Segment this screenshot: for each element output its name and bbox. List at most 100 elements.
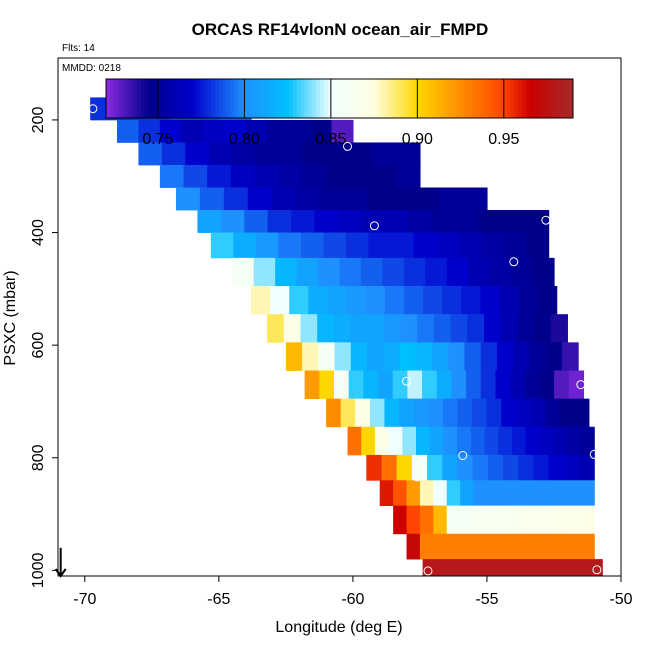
heatmap-cell — [393, 480, 408, 507]
heatmap-cell — [446, 505, 461, 535]
heatmap-cell — [224, 119, 247, 143]
x-tick-label: -65 — [207, 591, 230, 608]
colorbar-swatch — [537, 79, 543, 118]
heatmap-cell — [319, 370, 335, 400]
heatmap-cell — [232, 142, 257, 166]
heatmap-cell — [483, 314, 502, 343]
heatmap-cell — [580, 480, 595, 507]
colorbar-swatch — [518, 79, 523, 118]
heatmap-cell — [537, 286, 558, 315]
colorbar-swatch — [129, 79, 134, 118]
colorbar-swatch — [358, 79, 364, 118]
heatmap-cell — [304, 370, 320, 400]
colorbar-swatch — [125, 79, 130, 118]
colorbar-swatch — [172, 79, 177, 118]
heatmap-cell — [210, 232, 234, 259]
colorbar-swatch — [491, 79, 496, 118]
heatmap-cell — [486, 505, 501, 535]
data-point — [592, 565, 602, 575]
colorbar-swatch — [347, 79, 352, 118]
colorbar-swatch — [421, 79, 426, 118]
heatmap-cell — [446, 533, 461, 560]
colorbar-swatch — [475, 79, 481, 118]
heatmap-cell — [425, 257, 448, 287]
heatmap-cell — [501, 398, 517, 428]
heatmap-cell — [138, 142, 163, 166]
colorbar-swatch — [405, 79, 411, 118]
heatmap-cell — [334, 342, 352, 371]
heatmap-cell — [463, 187, 488, 211]
heatmap-cell — [553, 480, 568, 507]
heatmap-cell — [513, 480, 528, 507]
colorbar-swatch — [557, 79, 562, 118]
heatmap-cell — [355, 398, 371, 428]
colorbar-swatch — [378, 79, 383, 118]
colorbar-swatch — [187, 79, 193, 118]
heatmap-cell — [368, 232, 392, 259]
heatmap-cell — [498, 426, 513, 456]
heatmap-cell — [317, 314, 335, 343]
data-point — [541, 215, 551, 225]
heatmap-cell — [327, 286, 348, 315]
heatmap-cell — [433, 533, 448, 560]
heatmap-cell — [442, 454, 459, 481]
heatmap-cell — [553, 533, 568, 560]
colorbar-swatch — [362, 79, 368, 118]
heatmap-cell — [323, 232, 347, 259]
heatmap-cell — [403, 286, 424, 315]
heatmap-cell — [232, 257, 255, 287]
heatmap-cell — [251, 286, 271, 315]
heatmap-cell — [495, 370, 511, 400]
heatmap-cell — [486, 559, 501, 577]
heatmap-cell — [553, 426, 568, 456]
colorbar-swatch — [444, 79, 449, 118]
heatmap-cell — [255, 232, 279, 259]
heatmap-cell — [446, 480, 461, 507]
heatmap-cell — [436, 370, 452, 400]
colorbar-swatch — [238, 79, 243, 118]
heatmap-cell — [413, 232, 437, 259]
heatmap-cell — [517, 314, 535, 343]
heatmap-cell — [460, 505, 475, 535]
colorbar-swatch — [222, 79, 228, 118]
colorbar-swatch — [133, 79, 138, 118]
heatmap-cell — [202, 119, 225, 143]
heatmap-cell — [454, 210, 479, 233]
colorbar-swatch — [526, 79, 531, 118]
heatmap-cell — [518, 454, 535, 481]
colorbar-swatch — [316, 79, 321, 118]
heatmap-cell — [244, 210, 269, 233]
heatmap-cell — [435, 559, 449, 577]
colorbar: 0.75 0.80 0.85 0.90 0.95 — [105, 78, 574, 148]
heatmap-cell — [451, 370, 467, 400]
heatmap-cell — [527, 505, 542, 535]
heatmap-cell — [369, 398, 386, 428]
heatmap-cell — [399, 342, 417, 371]
colorbar-swatch — [308, 79, 313, 118]
heatmap-cell — [442, 286, 462, 315]
heatmap-cell — [247, 187, 273, 211]
heatmap-cell — [501, 210, 526, 233]
heatmap-cell — [396, 454, 413, 481]
colorbar-swatch — [261, 79, 267, 118]
heatmap-cell — [301, 164, 326, 188]
colorbar-swatch — [541, 79, 547, 118]
heatmap-cell — [360, 257, 383, 287]
heatmap-cell — [302, 342, 319, 371]
colorbar-swatch — [440, 79, 446, 118]
heatmap-cell — [384, 398, 400, 428]
heatmap-cell — [159, 119, 182, 143]
colorbar-swatch — [510, 79, 516, 118]
colorbar-swatch — [148, 79, 154, 118]
heatmap-cell — [388, 426, 403, 456]
heatmap-cell — [500, 314, 518, 343]
heatmap-cell — [433, 314, 452, 343]
heatmap-cell — [396, 164, 421, 188]
colorbar-swatch — [534, 79, 539, 118]
heatmap-cell — [407, 370, 423, 400]
colorbar-swatch — [106, 79, 111, 118]
colorbar-swatch — [436, 79, 442, 118]
colorbar-swatch — [226, 79, 232, 118]
data-point — [88, 104, 98, 114]
heatmap-cell — [448, 559, 462, 577]
